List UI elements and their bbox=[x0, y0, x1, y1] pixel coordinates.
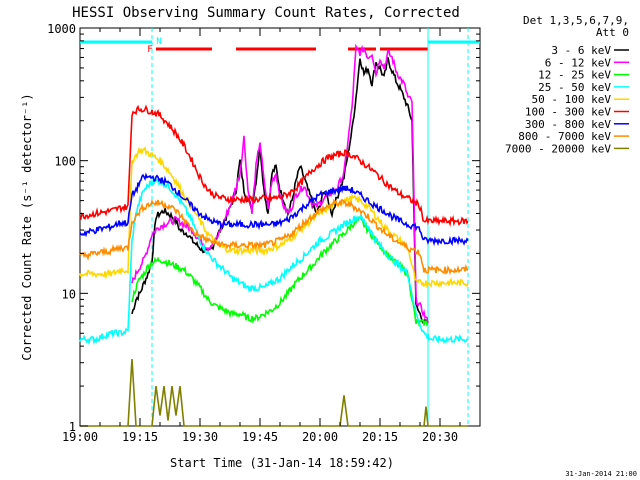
x-tick-label: 19:45 bbox=[242, 430, 278, 444]
legend-entry-label: 300 - 800 keV bbox=[525, 118, 611, 131]
legend-entry-label: 800 - 7000 keV bbox=[518, 130, 611, 143]
legend-entry-label: 50 - 100 keV bbox=[532, 93, 612, 106]
series-line-7 bbox=[79, 172, 469, 247]
chart-title: HESSI Observing Summary Count Rates, Cor… bbox=[72, 5, 460, 21]
x-axis-label: Start Time (31-Jan-14 18:59:42) bbox=[170, 456, 394, 470]
legend-entry-label: 3 - 6 keV bbox=[551, 44, 611, 57]
y-axis-label: Corrected Count Rate (s⁻¹ detector⁻¹) bbox=[20, 93, 34, 360]
flare-flag-letter: F bbox=[147, 45, 152, 55]
x-tick-label: 20:00 bbox=[302, 430, 338, 444]
series-group bbox=[79, 43, 469, 427]
y-tick-label: 10 bbox=[62, 287, 76, 301]
legend-entry-label: 12 - 25 keV bbox=[538, 69, 611, 82]
night-flag-letter: N bbox=[156, 37, 161, 47]
series-line-9 bbox=[80, 358, 468, 427]
legend-entry-label: 7000 - 20000 keV bbox=[505, 142, 611, 155]
legend-title-line: Det 1,3,5,6,7,9, bbox=[523, 14, 629, 27]
x-tick-label: 19:00 bbox=[62, 430, 98, 444]
legend-title-line: Att 0 bbox=[596, 26, 629, 39]
series-line-4 bbox=[79, 176, 469, 346]
timestamp-label: 31-Jan-2014 21:00 bbox=[565, 470, 637, 478]
x-tick-label: 19:15 bbox=[122, 430, 158, 444]
legend-entry-label: 6 - 12 keV bbox=[545, 56, 612, 69]
x-tick-label: 19:30 bbox=[182, 430, 218, 444]
axes: 1 10 100 1000 19:00 19:15 19:30 19:45 20:00 20:15… bbox=[47, 22, 481, 444]
x-tick-label: 20:30 bbox=[422, 430, 458, 444]
y-tick-label: 1000 bbox=[47, 22, 76, 36]
y-tick-label: 100 bbox=[54, 155, 76, 169]
y-tick-label: 1 bbox=[69, 420, 76, 434]
legend-entry-label: 25 - 50 keV bbox=[538, 81, 611, 94]
x-tick-label: 20:15 bbox=[362, 430, 398, 444]
legend-entry-label: 100 - 300 keV bbox=[525, 106, 611, 119]
observing-flags: FN bbox=[80, 28, 480, 426]
series-line-6 bbox=[79, 104, 469, 228]
series-line-8 bbox=[79, 198, 469, 276]
